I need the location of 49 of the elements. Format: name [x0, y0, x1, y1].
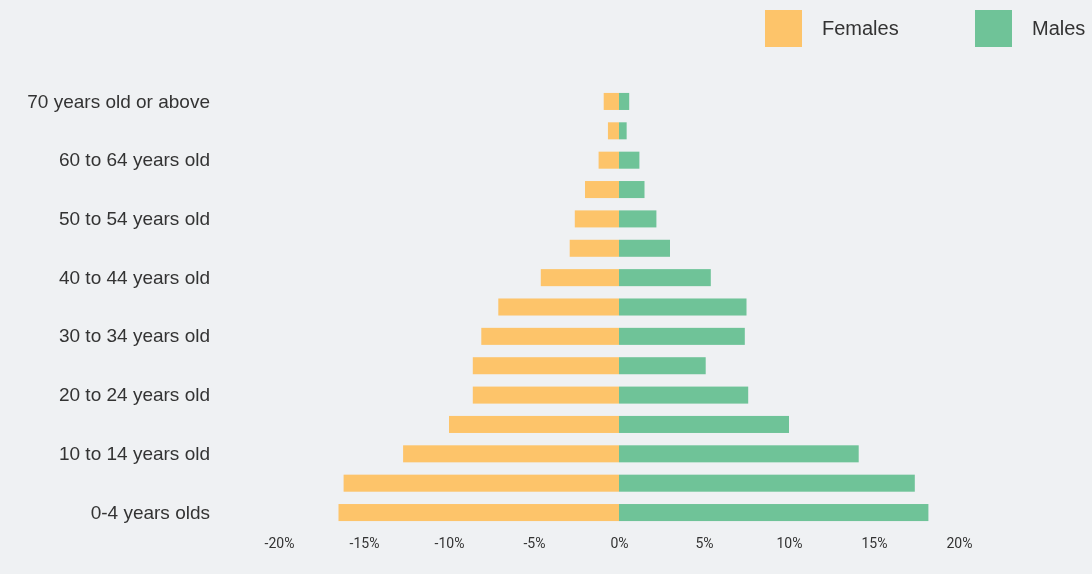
bar: [619, 92, 630, 110]
x-tick-label: -5%: [523, 534, 546, 551]
bar: [343, 474, 619, 492]
bar: [574, 210, 619, 228]
bar: [619, 504, 929, 522]
bar: [619, 386, 749, 404]
bar: [607, 122, 619, 140]
bar: [598, 151, 619, 169]
bar: [338, 504, 619, 522]
legend-label: Males: [1032, 17, 1086, 39]
bar: [619, 239, 670, 257]
bar: [619, 210, 657, 228]
bar: [619, 181, 645, 199]
x-tick-label: 10%: [776, 534, 803, 551]
bar: [619, 474, 915, 492]
y-tick-label: 20 to 24 years old: [58, 384, 210, 406]
bar: [603, 92, 619, 110]
y-tick-label: 50 to 54 years old: [58, 207, 210, 229]
bar: [619, 269, 711, 287]
bar: [472, 386, 619, 404]
legend-label: Females: [822, 17, 899, 39]
bar: [619, 357, 706, 375]
x-tick-label: 5%: [695, 534, 714, 551]
y-tick-label: 0-4 years olds: [90, 501, 210, 523]
x-tick-label: 0%: [610, 534, 629, 551]
bar: [619, 298, 747, 316]
x-tick-label: -20%: [264, 534, 295, 551]
x-tick-label: 20%: [946, 534, 973, 551]
bar: [585, 181, 619, 199]
bar: [619, 327, 745, 345]
bar: [619, 445, 859, 463]
bar: [403, 445, 619, 463]
bar: [481, 327, 619, 345]
bar: [449, 415, 619, 433]
bar: [619, 151, 640, 169]
bar: [498, 298, 619, 316]
bar: [472, 357, 619, 375]
y-tick-label: 40 to 44 years old: [58, 266, 210, 288]
bar: [619, 122, 627, 140]
y-tick-label: 10 to 14 years old: [58, 442, 210, 464]
x-tick-label: 15%: [861, 534, 888, 551]
y-tick-label: 60 to 64 years old: [58, 149, 210, 171]
x-tick-label: -15%: [349, 534, 380, 551]
bar: [619, 415, 789, 433]
bar: [540, 269, 619, 287]
y-tick-label: 70 years old or above: [27, 90, 210, 112]
y-tick-label: 30 to 34 years old: [58, 325, 210, 347]
x-tick-label: -10%: [434, 534, 465, 551]
bar: [569, 239, 619, 257]
